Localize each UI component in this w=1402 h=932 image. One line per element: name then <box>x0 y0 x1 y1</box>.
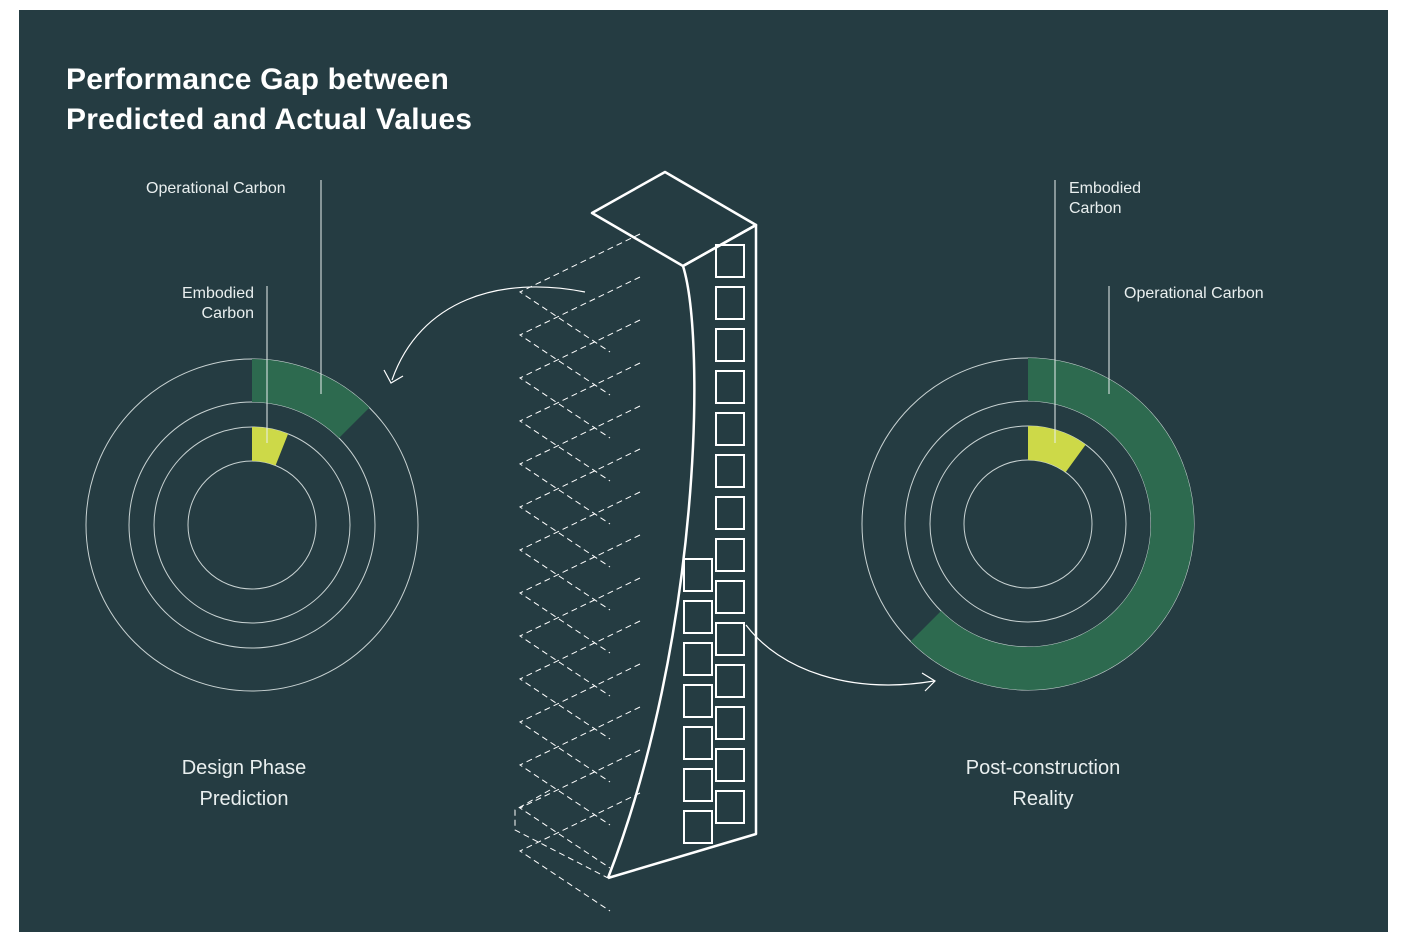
reality-caption-line1: Post-construction <box>965 757 1121 779</box>
title-line-2: Predicted and Actual Values <box>66 103 473 136</box>
ghost-floor-outline <box>518 534 641 654</box>
ghost-floor-outline <box>518 706 641 826</box>
building-window <box>715 328 745 362</box>
design-core-ring <box>187 460 317 590</box>
ghost-floor-outline <box>518 362 641 482</box>
ghost-floor-outline <box>518 276 641 396</box>
building-roof <box>590 170 758 268</box>
building-window <box>715 580 745 614</box>
building-window <box>715 286 745 320</box>
design-operational-label: Operational Carbon <box>146 180 286 197</box>
design-caption: Design Phase Prediction <box>114 753 374 815</box>
building-window <box>715 664 745 698</box>
ghost-floor-outline <box>518 792 641 912</box>
design-caption-line2: Prediction <box>199 788 289 810</box>
ghost-floor-outline <box>518 620 641 740</box>
reality-embodied-label-line1: Embodied <box>1069 180 1142 197</box>
ghost-floor-outline <box>518 663 641 783</box>
building-window <box>683 684 713 718</box>
design-embodied-label-line1: Embodied <box>181 285 254 302</box>
arrows <box>383 286 936 692</box>
building-window <box>683 558 713 592</box>
ghost-floor-outline <box>518 233 641 353</box>
building-window <box>715 244 745 278</box>
ghost-floor-outline <box>518 491 641 611</box>
building-window <box>715 538 745 572</box>
post-construction-donut <box>861 357 1195 691</box>
building-window <box>715 370 745 404</box>
reality-operational-label: Operational Carbon <box>1124 285 1264 302</box>
design-embodied-arc <box>252 427 289 466</box>
reality-operational-arc <box>910 358 1195 691</box>
building-window <box>683 600 713 634</box>
building-window <box>715 790 745 824</box>
design-embodied-label: Embodied Carbon <box>150 284 254 324</box>
building-window <box>715 622 745 656</box>
arrow-to-design-head <box>383 369 404 384</box>
reality-embodied-label-line2: Carbon <box>1069 200 1122 217</box>
design-caption-line1: Design Phase <box>181 757 307 779</box>
building-window <box>715 412 745 446</box>
reality-caption: Post-construction Reality <box>913 753 1173 815</box>
building-window <box>715 706 745 740</box>
ghost-floor-outline <box>518 749 641 869</box>
building-illustration <box>514 170 758 912</box>
design-embodied-label-line2: Carbon <box>201 305 254 322</box>
reality-embodied-arc <box>1028 426 1086 473</box>
ghost-floor-outline <box>518 448 641 568</box>
page-title: Performance Gap between Predicted and Ac… <box>66 60 472 140</box>
leader-lines <box>266 180 1110 443</box>
building-window <box>683 810 713 844</box>
arrow-to-design <box>391 286 586 381</box>
reality-embodied-label: Embodied Carbon <box>1069 179 1141 219</box>
ghost-floor-outline <box>518 577 641 697</box>
ghost-floor-outline <box>518 405 641 525</box>
building-window <box>715 496 745 530</box>
reality-core-ring <box>963 459 1093 589</box>
design-phase-donut <box>85 358 419 692</box>
title-line-1: Performance Gap between <box>66 63 450 96</box>
ghost-base-slab <box>514 789 609 879</box>
arrow-to-reality <box>745 624 935 686</box>
building-window <box>683 726 713 760</box>
building-window <box>683 642 713 676</box>
design-operational-arc <box>252 359 370 439</box>
building-window <box>715 454 745 488</box>
arrow-to-reality-head <box>921 672 936 692</box>
building-windows <box>683 244 745 844</box>
building-curved-edge <box>606 265 696 879</box>
ghost-floor-outlines <box>514 233 641 912</box>
building-window <box>715 748 745 782</box>
ghost-floor-outline <box>518 319 641 439</box>
reality-caption-line2: Reality <box>1012 788 1074 810</box>
building-window <box>683 768 713 802</box>
